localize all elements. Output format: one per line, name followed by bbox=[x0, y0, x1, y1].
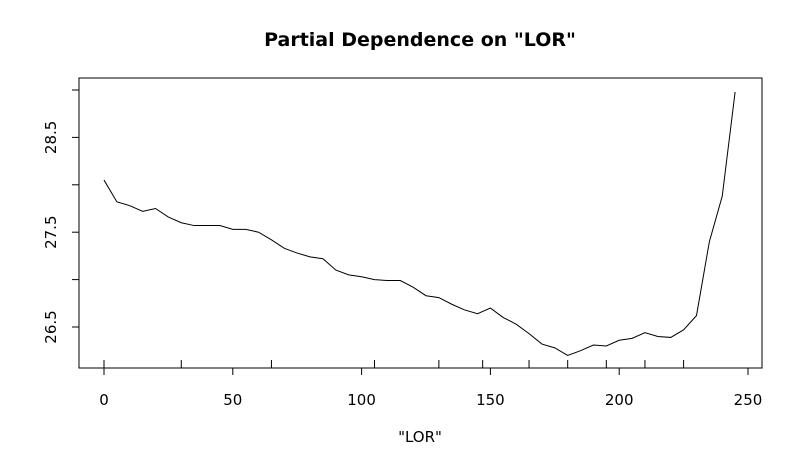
series-layer bbox=[103, 91, 736, 356]
y-tick-label: 28.5 bbox=[42, 121, 60, 154]
partial-dependence-line bbox=[103, 91, 736, 356]
x-tick-label: 0 bbox=[99, 391, 109, 409]
x-tick-label: 150 bbox=[476, 391, 505, 409]
x-axis: 0 50 100 150 200 250 bbox=[99, 367, 763, 409]
x-tick-label: 200 bbox=[605, 391, 634, 409]
x-tick-label: 50 bbox=[223, 391, 242, 409]
x-tick-label: 250 bbox=[734, 391, 763, 409]
x-axis-label: "LOR" bbox=[398, 428, 442, 446]
chart-title: Partial Dependence on "LOR" bbox=[264, 29, 576, 51]
x-tick-label: 100 bbox=[347, 391, 376, 409]
y-tick-label: 27.5 bbox=[42, 215, 60, 248]
rug-ticks bbox=[103, 360, 685, 368]
y-axis: 26.5 27.5 28.5 bbox=[42, 89, 80, 344]
y-tick-label: 26.5 bbox=[42, 310, 60, 343]
